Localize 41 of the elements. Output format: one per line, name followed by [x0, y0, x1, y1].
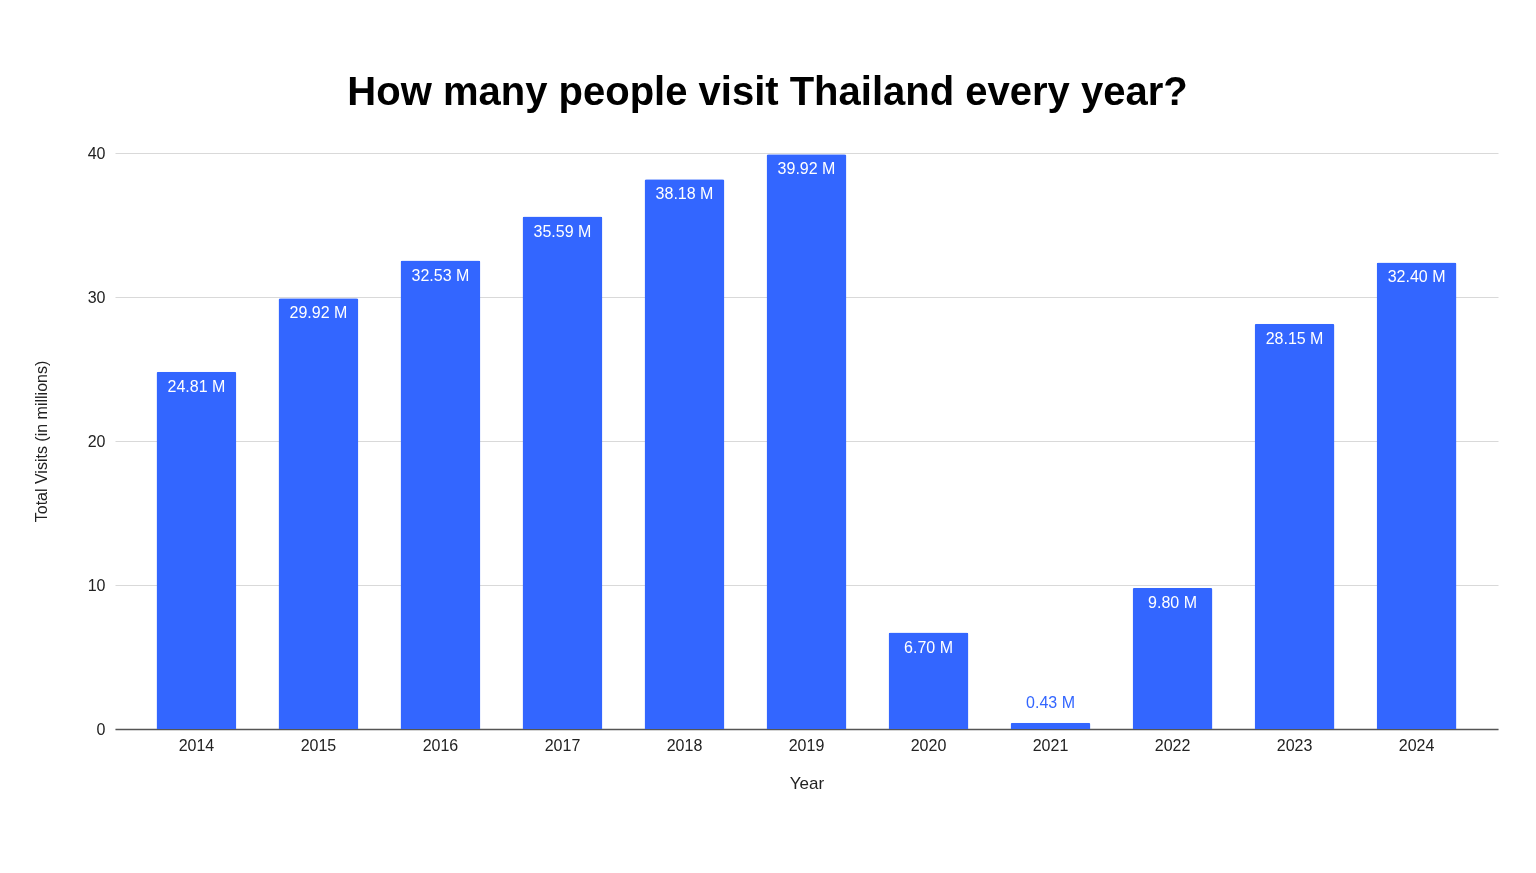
y-tick-label: 10 — [87, 576, 106, 594]
y-axis-title: Total Visits (in millions) — [32, 360, 50, 523]
data-label: 39.92 M — [777, 160, 836, 178]
x-tick-label: 2017 — [544, 736, 581, 754]
x-tick-label: 2016 — [422, 736, 459, 754]
x-tick-label: 2015 — [300, 736, 337, 754]
bar — [400, 260, 481, 729]
bar — [888, 632, 969, 729]
bar — [1132, 587, 1213, 729]
x-tick-label: 2022 — [1154, 736, 1191, 754]
bar — [1010, 722, 1091, 729]
bar — [1376, 262, 1457, 729]
bar — [278, 298, 359, 729]
x-tick-label: 2014 — [178, 736, 215, 754]
y-tick-label: 30 — [87, 288, 106, 306]
data-label: 38.18 M — [655, 185, 714, 203]
x-tick-label: 2020 — [910, 736, 947, 754]
data-label: 28.15 M — [1265, 329, 1324, 347]
chart-title: How many people visit Thailand every year? — [347, 69, 1188, 113]
x-tick-label: 2019 — [788, 736, 825, 754]
x-tick-label: 2024 — [1398, 736, 1435, 754]
data-label: 32.53 M — [411, 266, 470, 284]
bar — [522, 216, 603, 729]
bar — [156, 371, 237, 729]
y-tick-label: 20 — [87, 432, 106, 450]
y-tick-label: 40 — [87, 144, 106, 162]
x-tick-label: 2023 — [1276, 736, 1313, 754]
x-tick-label: 2018 — [666, 736, 703, 754]
data-label: 29.92 M — [289, 304, 348, 322]
data-label: 6.70 M — [904, 638, 953, 656]
x-tick-label: 2021 — [1032, 736, 1069, 754]
data-label: 32.40 M — [1387, 268, 1446, 286]
y-tick-label: 0 — [96, 720, 106, 738]
data-label: 35.59 M — [533, 222, 592, 240]
bar — [1254, 323, 1335, 729]
bar — [766, 154, 847, 729]
x-axis-title: Year — [789, 773, 825, 793]
data-label: 24.81 M — [167, 377, 226, 395]
data-label: 0.43 M — [1026, 693, 1075, 711]
data-label: 9.80 M — [1148, 593, 1197, 611]
bar — [644, 179, 725, 729]
